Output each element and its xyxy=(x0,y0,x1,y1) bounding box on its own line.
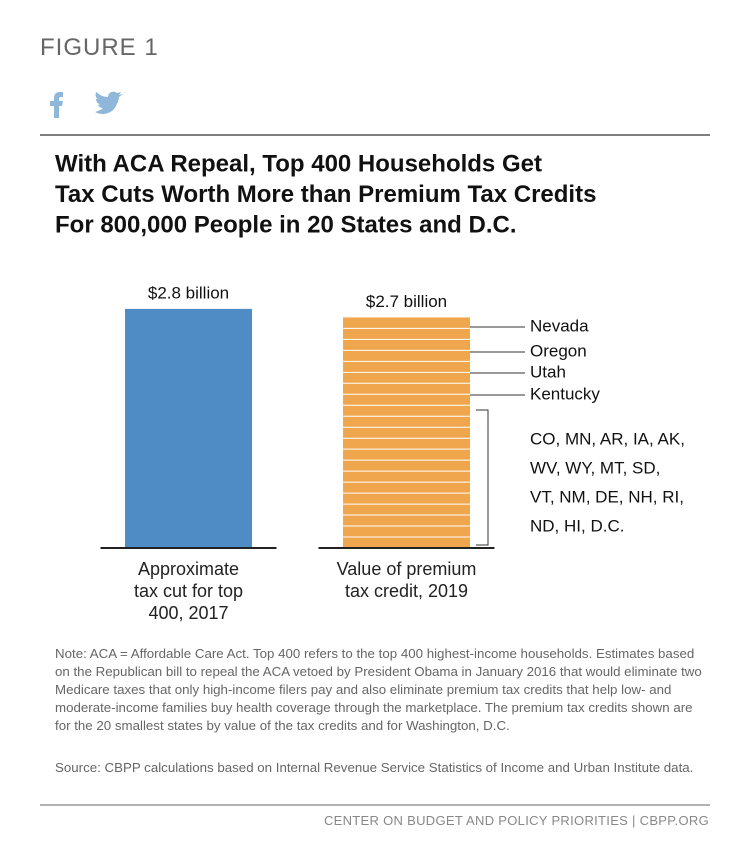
plot: With ACA Repeal, Top 400 Households Get T… xyxy=(55,150,685,549)
annotation: Oregon xyxy=(530,341,587,360)
chart-title: For 800,000 People in 20 States and D.C. xyxy=(55,211,517,238)
twitter-glyph xyxy=(95,91,123,114)
value-label: $2.8 billion xyxy=(148,283,229,302)
bar xyxy=(343,317,470,548)
facebook-glyph xyxy=(50,92,63,118)
figure-label: FIGURE 1 xyxy=(40,34,159,61)
annotation: Nevada xyxy=(530,316,589,335)
group-annotation: CO, MN, AR, IA, AK, xyxy=(530,429,685,448)
group-bracket xyxy=(476,409,489,546)
footer: CENTER ON BUDGET AND POLICY PRIORITIES |… xyxy=(323,813,709,828)
category-label: Approximate tax cut for top 400, 2017 xyxy=(133,559,244,623)
chart-title: With ACA Repeal, Top 400 Households Get xyxy=(55,150,542,177)
twitter-icon[interactable] xyxy=(95,91,123,114)
category-label: Value of premium tax credit, 2019 xyxy=(336,559,477,601)
source: Source: CBPP calculations based on Inter… xyxy=(55,760,694,775)
value-label: $2.7 billion xyxy=(366,292,447,311)
facebook-icon[interactable] xyxy=(50,92,63,118)
annotation: Kentucky xyxy=(530,384,600,403)
group-annotation: ND, HI, D.C. xyxy=(530,516,624,535)
chart-title: Tax Cuts Worth More than Premium Tax Cre… xyxy=(55,181,596,208)
bar xyxy=(125,308,252,548)
annotation: Utah xyxy=(530,362,566,381)
group-annotation: VT, NM, DE, NH, RI, xyxy=(530,487,684,506)
group-annotation: WV, WY, MT, SD, xyxy=(530,458,660,477)
note: Note: ACA = Affordable Care Act. Top 400… xyxy=(55,646,702,733)
